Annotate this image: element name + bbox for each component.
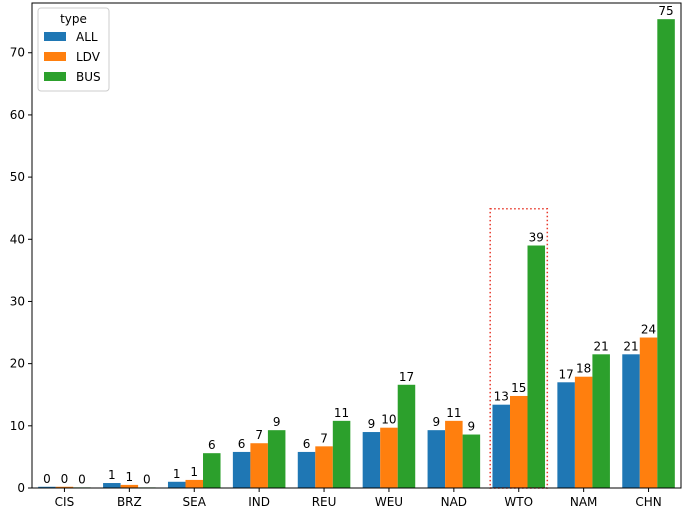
y-tick-label-40: 40 <box>10 232 25 246</box>
data-label-all-sea: 1 <box>173 467 181 481</box>
bar-all-ind <box>232 451 251 488</box>
x-tick-label-nam: NAM <box>570 495 598 509</box>
bar-bus-nad <box>462 434 481 488</box>
data-label-all-brz: 1 <box>108 468 116 482</box>
bar-all-nad <box>427 430 446 488</box>
bar-bus-sea <box>203 453 221 488</box>
bar-bus-reu <box>332 420 351 488</box>
data-label-ldv-chn: 24 <box>641 323 656 337</box>
x-tick-label-chn: CHN <box>635 495 661 509</box>
bar-bus-chn <box>657 19 675 488</box>
bar-ldv-weu <box>380 427 398 488</box>
x-tick-label-reu: REU <box>312 495 337 509</box>
data-label-ldv-weu: 10 <box>381 413 396 427</box>
bar-bus-ind <box>267 430 286 488</box>
data-label-bus-chn: 75 <box>658 4 673 18</box>
data-label-ldv-sea: 1 <box>190 465 198 479</box>
legend-swatch-bus <box>44 72 66 81</box>
bar-ldv-nam <box>574 376 593 488</box>
bar-ldv-sea <box>185 479 204 488</box>
x-tick-label-nad: NAD <box>441 495 467 509</box>
data-label-all-nam: 17 <box>558 367 573 381</box>
data-label-all-reu: 6 <box>303 437 311 451</box>
y-tick-label-20: 20 <box>10 357 25 371</box>
legend-label-all: ALL <box>76 30 98 44</box>
y-tick-label-10: 10 <box>10 419 25 433</box>
plot-frame <box>31 2 682 489</box>
x-tick-label-cis: CIS <box>55 495 75 509</box>
legend-box <box>37 7 110 92</box>
data-label-bus-brz: 0 <box>143 472 151 486</box>
bar-all-wto <box>492 404 510 488</box>
data-label-all-cis: 0 <box>43 472 51 486</box>
data-label-ldv-nad: 11 <box>446 406 461 420</box>
data-label-all-wto: 13 <box>494 390 509 404</box>
x-tick-label-brz: BRZ <box>117 495 142 509</box>
bar-bus-wto <box>527 245 546 488</box>
data-label-all-weu: 9 <box>368 417 376 431</box>
data-label-all-nad: 9 <box>433 415 441 429</box>
y-tick-label-30: 30 <box>10 294 25 308</box>
y-tick-label-60: 60 <box>10 108 25 122</box>
data-label-ldv-ind: 7 <box>255 428 263 442</box>
bar-all-weu <box>362 432 381 488</box>
bar-ldv-cis <box>55 486 74 488</box>
bar-ldv-ind <box>250 443 268 488</box>
data-label-bus-weu: 17 <box>399 370 414 384</box>
y-tick-label-50: 50 <box>10 170 25 184</box>
data-label-ldv-cis: 0 <box>61 472 69 486</box>
data-label-all-ind: 6 <box>238 437 246 451</box>
bar-all-sea <box>167 481 186 488</box>
bar-all-cis <box>38 486 56 488</box>
bar-all-reu <box>297 451 316 488</box>
bar-all-brz <box>103 483 121 488</box>
legend-swatch-all <box>44 32 66 41</box>
legend-label-ldv: LDV <box>76 50 101 64</box>
data-label-ldv-nam: 18 <box>576 362 591 376</box>
x-tick-label-wto: WTO <box>504 495 533 509</box>
x-tick-label-weu: WEU <box>375 495 403 509</box>
y-tick-label-70: 70 <box>10 46 25 60</box>
legend-label-bus: BUS <box>76 70 101 84</box>
data-label-bus-nad: 9 <box>468 420 476 434</box>
bar-bus-weu <box>397 384 416 488</box>
bar-ldv-chn <box>639 337 658 488</box>
bar-ldv-reu <box>315 446 333 488</box>
bar-bus-nam <box>592 354 610 488</box>
bar-ldv-wto <box>509 395 528 488</box>
data-label-ldv-wto: 15 <box>511 381 526 395</box>
x-tick-label-sea: SEA <box>183 495 207 509</box>
data-label-bus-cis: 0 <box>78 472 86 486</box>
data-label-bus-nam: 21 <box>594 339 609 353</box>
data-label-bus-wto: 39 <box>529 231 544 245</box>
bar-ldv-brz <box>120 484 139 488</box>
bar-all-nam <box>557 382 575 488</box>
data-label-ldv-reu: 7 <box>320 431 328 445</box>
bar-all-chn <box>622 354 640 488</box>
y-tick-label-0: 0 <box>17 481 25 495</box>
legend-swatch-ldv <box>44 52 66 61</box>
data-label-ldv-brz: 1 <box>126 470 134 484</box>
legend-title: type <box>60 12 87 26</box>
data-label-bus-ind: 9 <box>273 415 281 429</box>
bar-ldv-nad <box>445 420 463 488</box>
bars-layer <box>38 19 675 488</box>
legend: type ALL LDV BUS <box>37 7 110 92</box>
x-tick-label-ind: IND <box>248 495 270 509</box>
data-label-bus-reu: 11 <box>334 406 349 420</box>
data-label-bus-sea: 6 <box>208 438 216 452</box>
data-label-all-chn: 21 <box>623 339 638 353</box>
